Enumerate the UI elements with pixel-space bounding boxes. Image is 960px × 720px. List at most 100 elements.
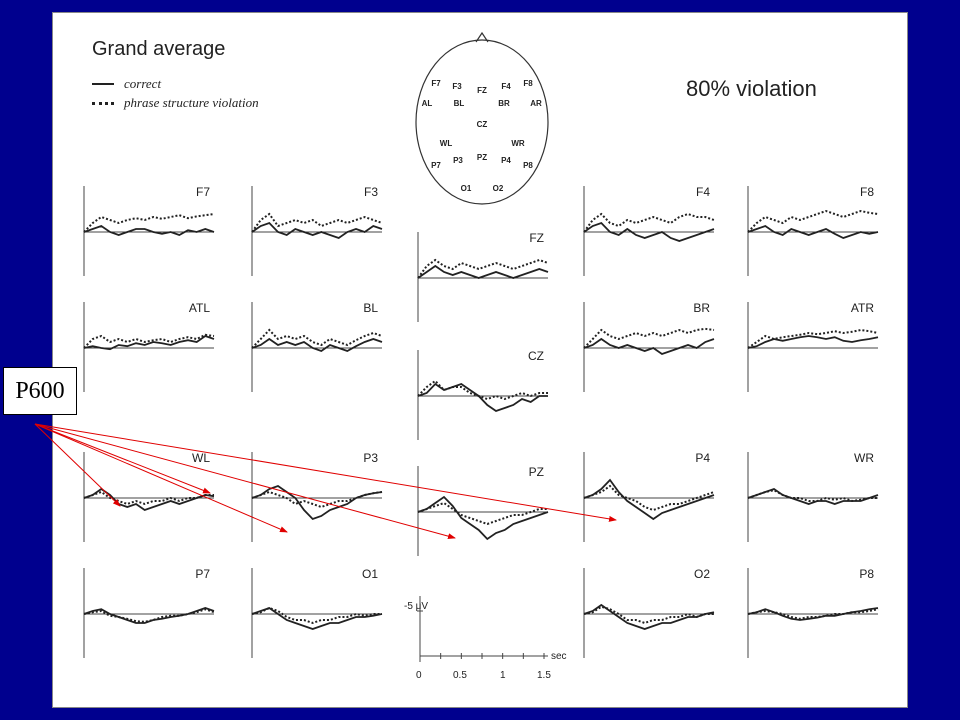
legend-dotted-line (92, 101, 114, 105)
electrode-p8: P8 (523, 161, 533, 170)
time-tick-1: 1 (500, 670, 506, 681)
series-correct (583, 337, 715, 355)
series-violation (251, 328, 383, 349)
amplitude-scale-label: -5 μV (404, 601, 429, 612)
series-correct (83, 224, 215, 236)
electrode-bl: BL (454, 99, 465, 108)
panel-o1: O1 (251, 567, 383, 658)
electrode-f8: F8 (523, 79, 533, 88)
panel-label: BL (363, 301, 378, 315)
electrode-fz: FZ (477, 86, 487, 95)
panel-label: F8 (860, 185, 874, 199)
panel-label: WL (192, 451, 210, 465)
series-violation (583, 212, 715, 233)
electrode-o1: O1 (461, 184, 472, 193)
panel-label: ATR (851, 301, 874, 315)
series-correct (583, 478, 715, 521)
panel-atr: ATR (747, 301, 879, 392)
series-correct (251, 221, 383, 240)
panel-label: FZ (529, 231, 544, 245)
series-violation (251, 606, 382, 625)
electrode-cz: CZ (477, 120, 488, 129)
series-correct (83, 607, 215, 624)
p600-arrows (34, 423, 617, 540)
panel-f8: F8 (747, 185, 879, 276)
series-correct (251, 337, 383, 353)
electrode-f7: F7 (431, 79, 441, 88)
panel-label: WR (854, 451, 874, 465)
panel-f3: F3 (251, 185, 383, 276)
electrode-p4: P4 (501, 156, 511, 165)
panel-label: CZ (528, 349, 544, 363)
panel-label: F4 (696, 185, 710, 199)
series-correct (747, 224, 879, 239)
series-violation (83, 333, 215, 349)
series-correct (417, 264, 549, 279)
panel-bl: BL (251, 301, 383, 392)
panel-br: BR (583, 301, 715, 392)
panel-wl: WL (83, 451, 215, 542)
electrode-o2: O2 (493, 184, 504, 193)
electrode-ar: AR (530, 99, 542, 108)
series-correct (417, 382, 548, 412)
legend-correct: correct (92, 76, 161, 92)
panel-f4: F4 (583, 185, 715, 276)
electrode-p3: P3 (453, 156, 463, 165)
panel-label: F3 (364, 185, 378, 199)
erp-panels: F7 F3 FZ F4 F8 ATL BL CZ BR ATR WL P3 PZ P4 WR P7 O1 O2 P8 (83, 185, 879, 658)
panel-label: P4 (695, 451, 710, 465)
scale-bar (417, 596, 548, 662)
series-violation (417, 379, 548, 401)
electrode-f4: F4 (501, 82, 511, 91)
series-violation (583, 327, 715, 349)
p600-arrow (34, 423, 121, 507)
series-violation (583, 605, 714, 625)
electrode-f3: F3 (452, 82, 462, 91)
panel-label: P8 (859, 567, 874, 581)
electrode-br: BR (498, 99, 510, 108)
series-correct (583, 603, 715, 630)
panel-label: PZ (529, 465, 544, 479)
head-nose (475, 31, 489, 43)
p600-annotation: P600 (3, 367, 77, 415)
condition-label: 80% violation (686, 76, 817, 101)
series-correct (251, 606, 383, 630)
series-violation (747, 209, 879, 233)
p600-arrow (34, 423, 288, 533)
panel-label: BR (693, 301, 710, 315)
electrode-pz: PZ (477, 153, 487, 162)
legend-violation: phrase structure violation (92, 95, 259, 111)
series-violation (747, 608, 879, 620)
time-scale-label: sec (551, 651, 567, 662)
panel-label: ATL (189, 301, 210, 315)
panel-label: F7 (196, 185, 210, 199)
series-correct (251, 485, 383, 521)
series-violation (747, 489, 878, 503)
series-violation (583, 484, 715, 512)
p600-arrow (34, 423, 456, 540)
legend-correct-label: correct (124, 76, 162, 91)
series-violation (251, 490, 383, 509)
panel-label: O2 (694, 567, 710, 581)
series-correct (747, 335, 879, 349)
electrode-p7: P7 (431, 161, 441, 170)
figure-title: Grand average (92, 38, 226, 60)
panel-p8: P8 (747, 567, 879, 658)
p600-arrow (34, 423, 617, 522)
p600-arrow (34, 423, 211, 494)
series-violation (417, 501, 548, 526)
legend-violation-label: phrase structure violation (124, 95, 259, 110)
panel-p4: P4 (583, 451, 715, 542)
head-outline (415, 39, 549, 205)
series-violation (417, 258, 549, 279)
time-tick-1.5: 1.5 (537, 670, 551, 681)
series-violation (83, 213, 215, 233)
series-violation (251, 212, 383, 233)
legend-solid-line (92, 83, 114, 85)
time-tick-0: 0 (416, 670, 422, 681)
electrode-wl: WL (440, 139, 453, 148)
panel-pz: PZ (417, 465, 549, 556)
electrode-head-map: F7 F3 FZ F4 F8 AL BL BR AR CZ WL WR P7 P3 PZ P4 P8 O1 O2 (415, 31, 549, 205)
electrode-al: AL (422, 99, 433, 108)
